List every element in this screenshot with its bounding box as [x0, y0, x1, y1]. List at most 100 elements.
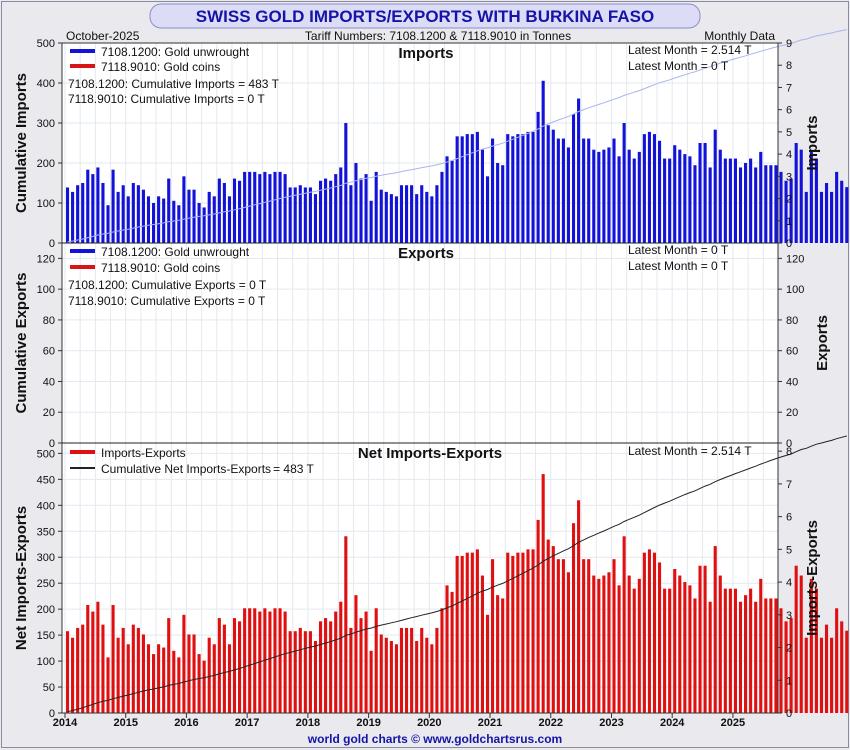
- net-bar: [784, 621, 788, 713]
- import-bar: [152, 203, 156, 243]
- net-bar: [146, 644, 151, 713]
- net-bar: [819, 637, 824, 713]
- net-bar: [354, 595, 358, 713]
- import-bar: [526, 131, 530, 243]
- net-bar: [91, 611, 95, 713]
- left-y-tick-label: 350: [37, 526, 55, 538]
- net-bar: [369, 650, 373, 713]
- net-bar: [673, 569, 677, 713]
- net-bar: [597, 578, 601, 713]
- net-bar: [415, 641, 419, 713]
- import-bar: [556, 138, 560, 243]
- import-bar: [131, 183, 135, 243]
- net-bar: [283, 611, 287, 713]
- left-y-tick-label: 450: [37, 474, 55, 486]
- import-bar: [182, 176, 186, 243]
- net-bar: [334, 611, 338, 713]
- net-bar: [217, 618, 221, 713]
- net-bar: [556, 559, 560, 713]
- import-bar: [71, 191, 75, 243]
- tariff-label: Tariff Numbers: 7108.1200 & 7118.9010 in…: [305, 29, 571, 43]
- net-bar: [313, 641, 318, 713]
- import-bar: [566, 147, 571, 243]
- import-bar: [263, 171, 267, 243]
- net-bar: [121, 627, 125, 713]
- net-bar: [197, 654, 201, 713]
- import-bar: [116, 191, 120, 243]
- exports-note-coins: 7118.9010: Cumulative Exports = 0 T: [68, 294, 266, 308]
- net-bar: [617, 585, 621, 713]
- x-axis-year-label: 2024: [660, 717, 685, 729]
- exports-left-axis-title: Cumulative Exports: [13, 273, 30, 414]
- import-bar: [637, 151, 641, 243]
- net-bar: [668, 588, 672, 713]
- import-bar: [465, 134, 469, 243]
- import-bar: [111, 169, 115, 243]
- net-bar: [96, 601, 100, 713]
- import-bar: [516, 134, 520, 243]
- import-bar: [668, 158, 672, 243]
- net-bar: [374, 608, 378, 713]
- exports-legend-gold-coins: 7118.9010: Gold coins: [101, 261, 220, 275]
- net-bar: [76, 627, 80, 713]
- net-bar: [642, 552, 646, 713]
- net-bar: [308, 631, 312, 713]
- import-bar: [809, 151, 813, 243]
- left-y-tick-label: 150: [37, 630, 55, 642]
- import-bar: [784, 180, 788, 243]
- net-bar: [187, 634, 191, 713]
- net-bar: [435, 627, 439, 713]
- import-bar: [369, 200, 373, 243]
- net-bar: [248, 608, 252, 713]
- import-bar: [76, 185, 80, 243]
- net-bar: [744, 595, 748, 713]
- import-bar: [693, 165, 697, 243]
- left-y-tick-label: 80: [43, 315, 55, 327]
- net-bar: [663, 588, 667, 713]
- x-axis-year-label: 2020: [417, 717, 441, 729]
- import-bar: [794, 143, 798, 243]
- imports-panel-labels: Imports 7108.1200: Gold unwrought 7118.9…: [68, 43, 752, 106]
- import-bar: [440, 171, 444, 243]
- imports-right-axis-title: Imports: [804, 115, 821, 170]
- net-bar: [227, 644, 231, 713]
- net-bar: [288, 631, 292, 713]
- import-bar: [445, 156, 449, 243]
- net-bar: [440, 608, 444, 713]
- import-bar: [754, 167, 758, 243]
- exports-latest-unwrought: Latest Month = 0 T: [628, 243, 729, 257]
- net-bar: [167, 618, 171, 713]
- net-bar: [683, 582, 687, 713]
- gridlines: [62, 42, 778, 714]
- net-bar: [460, 555, 464, 713]
- import-bar: [146, 196, 151, 243]
- left-y-tick-label: 120: [37, 253, 55, 265]
- net-bar: [546, 539, 550, 713]
- net-bar: [445, 585, 449, 713]
- import-bar: [814, 158, 818, 243]
- import-bar: [536, 111, 540, 243]
- net-bar: [172, 650, 176, 713]
- import-bar: [106, 205, 110, 243]
- import-bar: [713, 129, 717, 243]
- import-bar: [769, 165, 773, 243]
- left-y-tick-label: 100: [37, 284, 55, 296]
- right-y-tick-label: 20: [786, 407, 798, 419]
- net-bar: [652, 552, 657, 713]
- import-bar: [405, 185, 409, 243]
- left-y-tick-label: 0: [49, 238, 55, 250]
- net-bar: [394, 644, 398, 713]
- import-bar: [824, 183, 829, 243]
- left-y-tick-label: 100: [37, 656, 55, 668]
- import-bar: [389, 194, 393, 243]
- import-bar: [187, 189, 191, 243]
- import-bar: [121, 185, 125, 243]
- net-bar: [253, 608, 257, 713]
- net-bar: [632, 588, 636, 713]
- net-bar: [298, 627, 302, 713]
- right-y-tick-label: 120: [786, 253, 804, 265]
- net-bar: [733, 588, 737, 713]
- import-bar: [450, 160, 454, 243]
- import-bar: [688, 156, 692, 243]
- import-bar: [334, 174, 338, 243]
